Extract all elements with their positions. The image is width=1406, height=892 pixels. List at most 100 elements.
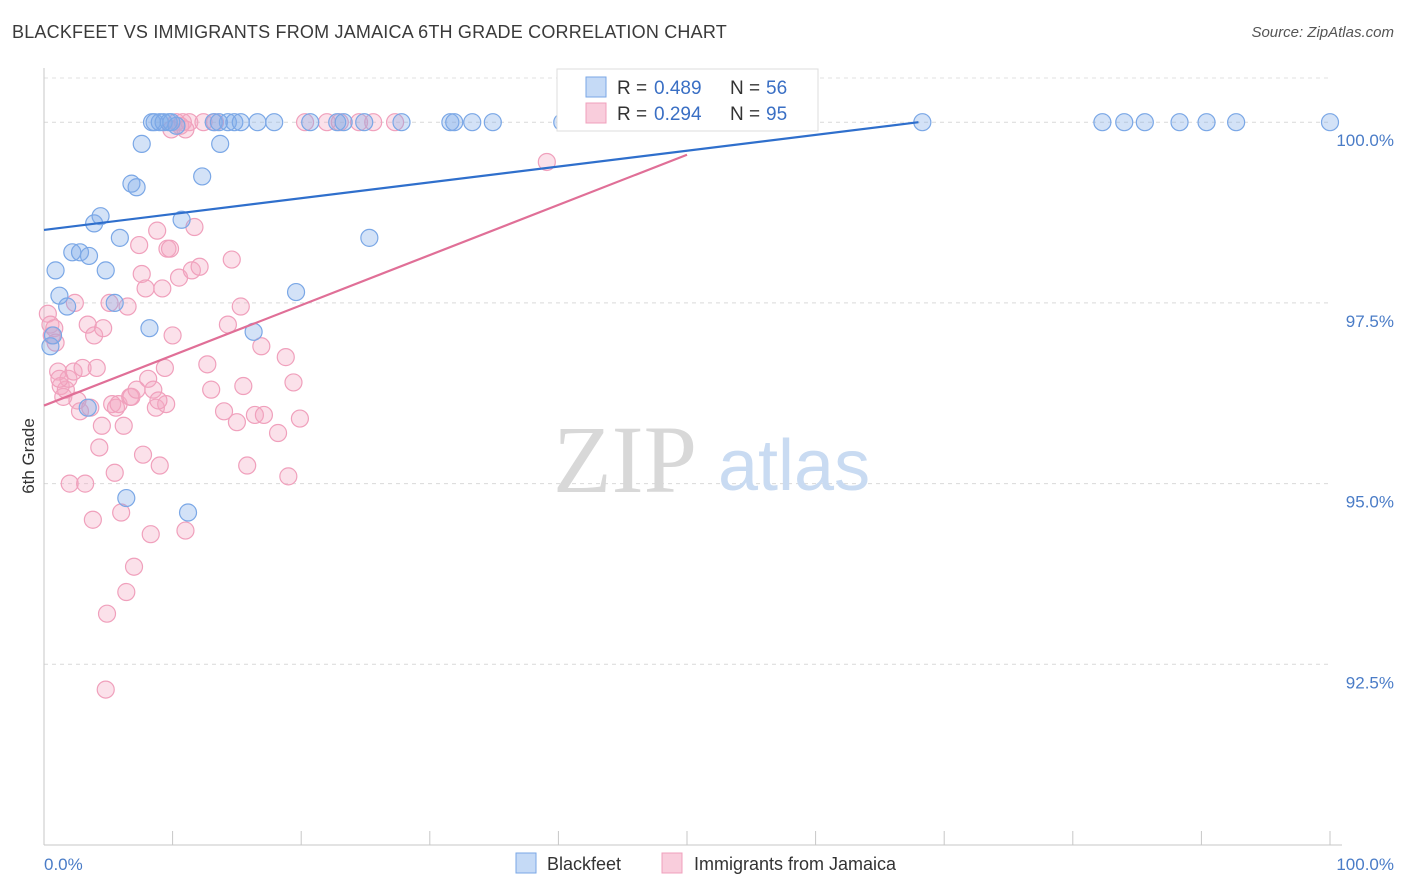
point-jamaica-10: [60, 474, 79, 493]
point-jamaica-93: [176, 120, 195, 139]
point-blackfeet-28: [211, 134, 230, 153]
watermark-atlas: atlas: [718, 426, 870, 506]
gridlines: [44, 77, 1330, 665]
point-jamaica-44: [139, 369, 158, 388]
stats-n-label-jamaica: N =: [730, 104, 760, 125]
point-blackfeet-45: [483, 113, 502, 132]
point-blackfeet-54: [1197, 113, 1216, 132]
point-jamaica-3: [45, 319, 64, 338]
x-tick-label-max: 100.0%: [1336, 855, 1394, 874]
legend-label-jamaica: Immigrants from Jamaica: [694, 854, 897, 874]
point-blackfeet-37: [328, 113, 347, 132]
point-jamaica-25: [96, 680, 115, 699]
point-blackfeet-16: [140, 319, 159, 338]
point-jamaica-72: [231, 297, 250, 316]
point-jamaica-41: [132, 264, 151, 284]
point-blackfeet-56: [1320, 113, 1340, 132]
point-jamaica-66: [202, 380, 221, 399]
point-jamaica-76: [252, 337, 271, 356]
point-jamaica-22: [90, 438, 109, 457]
point-blackfeet-50: [1093, 113, 1112, 132]
point-blackfeet-34: [265, 113, 284, 132]
trendlines: [43, 121, 919, 407]
point-jamaica-73: [234, 376, 253, 396]
point-blackfeet-33: [248, 113, 267, 132]
point-jamaica-78: [268, 423, 288, 443]
point-blackfeet-42: [441, 113, 460, 132]
point-blackfeet-12: [110, 228, 129, 247]
point-jamaica-34: [117, 582, 136, 602]
point-jamaica-32: [112, 503, 131, 522]
point-blackfeet-6: [70, 243, 90, 262]
point-jamaica-19: [83, 510, 102, 529]
point-blackfeet-38: [334, 113, 353, 132]
point-jamaica-21: [87, 358, 106, 378]
point-blackfeet-14: [127, 178, 146, 197]
point-jamaica-65: [198, 355, 217, 374]
point-blackfeet-4: [58, 297, 77, 316]
point-jamaica-40: [130, 235, 149, 255]
point-jamaica-89: [537, 152, 556, 172]
point-blackfeet-25: [178, 503, 198, 522]
x-ticks: [43, 831, 1331, 845]
point-blackfeet-40: [360, 228, 379, 247]
point-jamaica-42: [133, 445, 153, 464]
point-blackfeet-11: [105, 293, 124, 313]
point-jamaica-54: [160, 239, 180, 258]
point-blackfeet-27: [204, 113, 223, 132]
points-immigrants-from-jamaica: [38, 113, 556, 699]
point-blackfeet-1: [43, 326, 63, 345]
chart-title: BLACKFEET VS IMMIGRANTS FROM JAMAICA 6TH…: [12, 22, 727, 42]
stats-r-label-jamaica: R =: [617, 104, 647, 125]
point-blackfeet-43: [445, 113, 464, 132]
stats-swatch-blackfeet: [585, 76, 607, 98]
point-jamaica-80: [279, 467, 298, 486]
point-jamaica-47: [146, 398, 165, 417]
point-blackfeet-10: [96, 261, 115, 280]
point-jamaica-48: [148, 221, 167, 240]
point-jamaica-11: [64, 362, 83, 381]
point-jamaica-83: [295, 113, 315, 132]
point-blackfeet-36: [301, 113, 320, 132]
point-blackfeet-7: [79, 246, 99, 266]
stats-r-label-blackfeet: R =: [617, 78, 647, 99]
point-jamaica-81: [284, 373, 303, 392]
point-jamaica-88: [385, 113, 405, 132]
point-jamaica-82: [290, 409, 310, 428]
watermark: ZIP atlas: [553, 406, 870, 513]
point-jamaica-29: [105, 463, 124, 482]
point-blackfeet-39: [355, 113, 374, 132]
y-tick-labels: 92.5% 95.0% 97.5% 100.0%: [1336, 131, 1394, 692]
stats-n-label-blackfeet: N =: [730, 78, 760, 99]
point-blackfeet-15: [132, 134, 151, 153]
point-jamaica-24: [94, 319, 113, 338]
watermark-zip: ZIP: [553, 406, 697, 513]
point-blackfeet-53: [1170, 113, 1189, 132]
point-jamaica-27: [100, 293, 119, 313]
point-jamaica-94: [50, 369, 69, 388]
point-jamaica-63: [190, 257, 209, 276]
stats-r-value-blackfeet: 0.489: [654, 78, 702, 99]
point-blackfeet-24: [172, 210, 191, 229]
point-blackfeet-44: [463, 113, 482, 132]
stats-swatch-jamaica: [585, 102, 607, 124]
point-blackfeet-26: [193, 167, 212, 186]
y-axis-label: 6th Grade: [19, 418, 38, 494]
point-jamaica-70: [222, 250, 241, 269]
point-jamaica-55: [163, 326, 182, 345]
point-blackfeet-23: [167, 116, 186, 135]
point-jamaica-68: [214, 402, 234, 421]
stats-n-value-blackfeet: 56: [766, 78, 787, 99]
point-jamaica-71: [227, 413, 246, 432]
legend-swatch-blackfeet: [515, 852, 537, 874]
point-jamaica-33: [114, 416, 133, 435]
point-jamaica-16: [76, 474, 95, 493]
y-tick-label-2: 97.5%: [1346, 312, 1394, 331]
trendline-jamaica: [43, 153, 688, 407]
point-blackfeet-31: [231, 113, 250, 132]
point-blackfeet-51: [1115, 113, 1134, 132]
point-jamaica-43: [136, 279, 155, 298]
legend-swatch-jamaica: [661, 852, 683, 874]
stats-r-value-jamaica: 0.294: [654, 104, 702, 125]
point-jamaica-51: [155, 358, 174, 378]
